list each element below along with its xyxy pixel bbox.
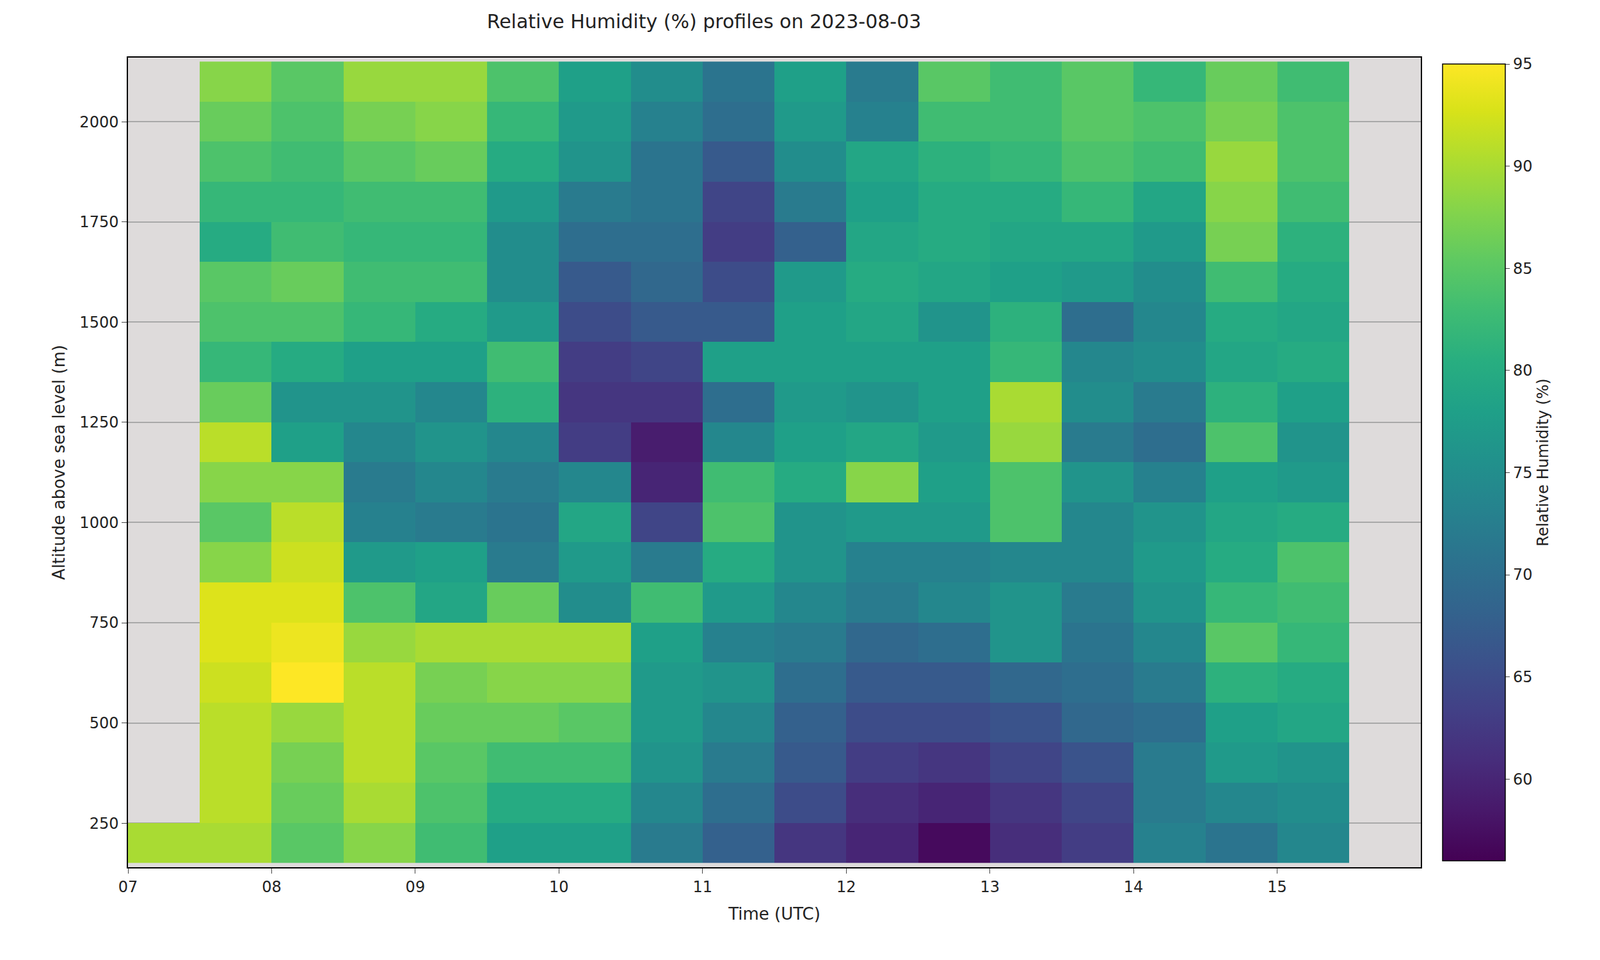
svg-text:15: 15	[1267, 878, 1288, 896]
svg-text:1250: 1250	[79, 413, 119, 432]
svg-text:75: 75	[1512, 464, 1533, 482]
svg-text:80: 80	[1512, 361, 1533, 380]
svg-text:09: 09	[405, 878, 426, 896]
svg-text:1500: 1500	[79, 313, 119, 332]
svg-text:Relative Humidity (%): Relative Humidity (%)	[1534, 378, 1552, 546]
svg-text:2000: 2000	[79, 113, 119, 132]
svg-text:95: 95	[1512, 55, 1533, 73]
svg-text:12: 12	[836, 878, 857, 896]
svg-text:250: 250	[89, 814, 120, 833]
svg-text:85: 85	[1512, 259, 1533, 278]
svg-text:70: 70	[1512, 565, 1533, 584]
svg-text:1000: 1000	[79, 513, 119, 532]
svg-text:60: 60	[1512, 770, 1533, 789]
svg-text:07: 07	[118, 878, 139, 896]
svg-text:14: 14	[1123, 878, 1144, 896]
svg-text:1750: 1750	[79, 213, 119, 232]
svg-text:Time (UTC): Time (UTC)	[727, 904, 821, 924]
svg-text:Altitude above sea level (m): Altitude above sea level (m)	[49, 344, 69, 580]
svg-text:750: 750	[89, 613, 120, 632]
svg-text:90: 90	[1512, 157, 1533, 176]
svg-text:500: 500	[89, 714, 120, 733]
svg-text:13: 13	[979, 878, 1000, 896]
svg-text:08: 08	[261, 878, 282, 896]
svg-text:10: 10	[549, 878, 569, 896]
svg-text:Relative Humidity (%) profiles: Relative Humidity (%) profiles on 2023-0…	[487, 10, 922, 33]
svg-text:65: 65	[1512, 668, 1533, 687]
svg-text:11: 11	[693, 878, 713, 896]
